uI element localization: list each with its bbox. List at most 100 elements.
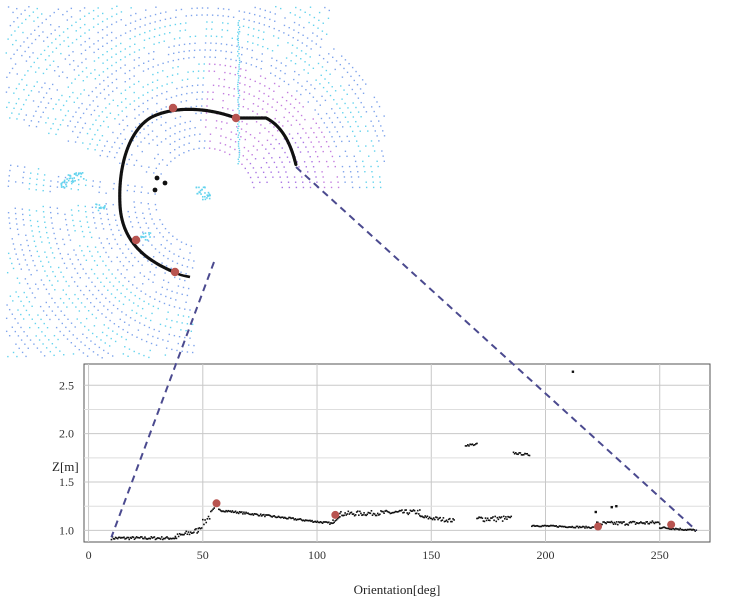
scan-point: [93, 60, 96, 62]
scan-point: [54, 314, 57, 317]
scan-point: [259, 15, 261, 17]
scan-point: [135, 12, 137, 15]
scan-point: [117, 326, 120, 328]
scan-point: [318, 127, 320, 129]
scan-point: [209, 133, 212, 135]
data-point: [334, 520, 337, 522]
scan-point: [360, 116, 362, 118]
data-point: [533, 524, 535, 527]
scan-point: [72, 60, 75, 62]
data-point: [314, 520, 317, 523]
data-point: [605, 522, 608, 525]
scan-point: [66, 76, 68, 79]
data-point: [642, 522, 644, 525]
scan-point: [351, 88, 354, 91]
scan-point: [78, 310, 81, 312]
scan-point: [135, 135, 138, 138]
scan-point: [34, 283, 37, 285]
scan-point: [201, 196, 204, 198]
data-point: [424, 515, 427, 517]
scan-point: [81, 250, 83, 252]
data-point: [616, 523, 619, 526]
scan-point: [178, 138, 181, 140]
scan-point: [249, 78, 252, 81]
scan-point: [75, 38, 78, 41]
data-point: [266, 514, 268, 516]
data-point: [306, 519, 308, 522]
data-point: [382, 510, 384, 513]
data-point: [402, 511, 404, 514]
data-point: [184, 532, 186, 534]
scan-point: [68, 285, 70, 287]
scan-point: [272, 98, 274, 100]
scan-point: [145, 222, 147, 224]
scan-point: [234, 148, 236, 151]
scan-point: [237, 88, 239, 90]
scan-point: [264, 9, 267, 12]
data-point: [497, 518, 500, 521]
scan-point: [91, 185, 94, 187]
scan-point: [72, 219, 74, 222]
data-point: [271, 516, 274, 518]
scan-point: [167, 61, 169, 63]
scan-point: [256, 113, 259, 115]
data-point: [136, 536, 139, 539]
scan-point: [284, 72, 286, 75]
scan-point: [147, 333, 149, 336]
scan-point: [219, 142, 222, 144]
scan-point: [61, 71, 64, 73]
scan-point: [201, 91, 204, 93]
scan-point: [86, 298, 88, 300]
scan-point: [198, 140, 201, 142]
scan-point: [137, 221, 140, 224]
scan-point: [210, 42, 212, 44]
scan-point: [378, 105, 381, 108]
scan-point: [235, 59, 237, 62]
scan-point: [354, 135, 356, 137]
data-point: [369, 512, 372, 515]
scan-point: [334, 112, 336, 114]
scan-point: [10, 57, 12, 60]
data-point: [294, 518, 297, 520]
scan-point: [145, 171, 148, 173]
scan-point: [124, 296, 126, 298]
scan-point: [171, 81, 173, 84]
scan-point: [151, 218, 153, 220]
scan-point: [20, 268, 22, 270]
scan-point: [99, 154, 101, 157]
scan-point: [237, 35, 239, 37]
scan-point: [11, 238, 13, 240]
data-point: [692, 528, 694, 531]
scan-point: [71, 214, 73, 216]
scan-point: [137, 260, 140, 263]
data-point: [681, 528, 684, 531]
data-point: [657, 521, 660, 524]
scan-point: [304, 118, 306, 121]
data-point: [565, 526, 567, 529]
scan-point: [258, 97, 260, 100]
scan-point: [204, 195, 206, 198]
scan-point: [115, 53, 117, 55]
scan-point: [106, 116, 108, 118]
data-point: [176, 533, 179, 535]
scan-point: [132, 139, 134, 142]
scan-point: [110, 31, 113, 34]
scan-point: [26, 282, 29, 285]
scan-point: [222, 22, 224, 24]
data-point: [683, 529, 686, 531]
scan-point: [176, 262, 179, 265]
scan-point: [350, 176, 353, 178]
scan-point: [339, 63, 342, 66]
scan-point: [293, 21, 296, 24]
scan-point: [125, 106, 127, 109]
scan-point: [57, 181, 59, 183]
scan-point: [321, 131, 323, 134]
scan-point: [73, 281, 76, 283]
data-point: [451, 520, 453, 523]
scan-point: [168, 250, 171, 252]
data-point: [603, 521, 605, 523]
scan-point: [266, 111, 268, 113]
scan-point: [168, 304, 171, 306]
scan-point: [321, 95, 323, 98]
scan-point: [294, 142, 297, 144]
